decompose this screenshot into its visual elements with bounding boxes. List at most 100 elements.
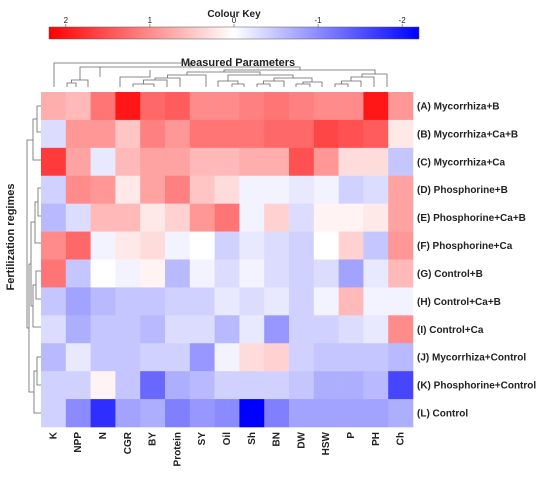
heatmap-cell	[239, 259, 265, 288]
column-label: Sh	[247, 432, 258, 445]
heatmap-cell	[65, 147, 91, 177]
heatmap-cell	[388, 399, 414, 428]
row-label: (A) Mycorrhiza+B	[417, 101, 500, 112]
heatmap-cell	[363, 259, 389, 288]
heatmap-cell	[313, 231, 339, 260]
heatmap-cell	[189, 231, 215, 260]
heatmap-cell	[65, 119, 91, 149]
heatmap-cell	[189, 175, 215, 204]
heatmap-cell	[115, 343, 141, 372]
heatmap-cell	[264, 315, 290, 344]
heatmap-cell	[165, 259, 191, 288]
heatmap-cell	[65, 175, 91, 204]
heatmap-cell	[189, 399, 215, 428]
heatmap-cell	[338, 119, 364, 149]
heatmap-cell	[189, 371, 215, 400]
heatmap-cell	[214, 175, 240, 204]
heatmap-cell	[140, 231, 166, 260]
heatmap-cell	[289, 203, 315, 232]
heatmap-cell	[165, 203, 191, 232]
heatmap-cell	[289, 287, 315, 316]
heatmap-cell	[338, 231, 364, 260]
heatmap-cell	[264, 259, 290, 288]
row-dendrogram	[26, 105, 41, 414]
heatmap-cell	[115, 315, 141, 344]
heatmap-cell	[313, 147, 339, 177]
heatmap-cell	[165, 287, 191, 316]
heatmap-cell	[239, 315, 265, 344]
heatmap-cell	[214, 399, 240, 428]
heatmap-cell	[189, 119, 215, 149]
heatmap-cell	[313, 119, 339, 149]
heatmap-cell	[115, 203, 141, 232]
heatmap-cell	[90, 343, 116, 372]
heatmap-cell	[189, 259, 215, 288]
column-dendrogram	[53, 62, 388, 87]
column-label: Protein	[172, 432, 183, 466]
heatmap-cell	[165, 343, 191, 372]
heatmap-cell	[289, 119, 315, 149]
heatmap-cell	[313, 259, 339, 288]
heatmap-cell	[165, 92, 191, 121]
heatmap-cell	[338, 147, 364, 177]
heatmap-cell	[41, 119, 67, 149]
heatmap-cell	[239, 343, 265, 372]
heatmap-cell	[388, 231, 414, 260]
heatmap-cell	[388, 371, 414, 400]
heatmap-cell	[165, 371, 191, 400]
heatmap-cell	[165, 399, 191, 428]
heatmap-cell	[41, 315, 67, 344]
heatmap-cell	[239, 147, 265, 177]
heatmap-cell	[115, 371, 141, 400]
heatmap-cell	[115, 119, 141, 149]
heatmap-cell	[264, 343, 290, 372]
heatmap-cell	[115, 175, 141, 204]
heatmap-cell	[140, 119, 166, 149]
colour-key-tick-label: 2	[64, 16, 69, 25]
heatmap-cell	[140, 175, 166, 204]
heatmap-cell	[313, 315, 339, 344]
heatmap-cell	[189, 92, 215, 121]
column-label: Oil	[222, 432, 233, 446]
row-label: (H) Control+Ca+B	[417, 297, 501, 308]
heatmap-cell	[338, 259, 364, 288]
heatmap-cell	[388, 259, 414, 288]
heatmap-cell	[189, 315, 215, 344]
heatmap-cell	[388, 119, 414, 149]
row-label: (D) Phosphorine+B	[417, 185, 508, 196]
heatmap-cell	[65, 399, 91, 428]
heatmap-cell	[65, 259, 91, 288]
heatmap-cell	[165, 119, 191, 149]
heatmap-cell	[313, 203, 339, 232]
column-label: K	[48, 431, 59, 439]
heatmap-cell	[239, 371, 265, 400]
column-label: SY	[197, 432, 208, 446]
heatmap-cell	[338, 343, 364, 372]
heatmap-cell	[363, 315, 389, 344]
heatmap-cell	[140, 371, 166, 400]
row-axis-title: Fertilization regimes	[5, 184, 17, 291]
heatmap-cell	[363, 203, 389, 232]
heatmap-cell	[338, 287, 364, 316]
heatmap-cell	[363, 175, 389, 204]
heatmap-cell	[239, 287, 265, 316]
heatmap-cell	[90, 399, 116, 428]
heatmap-cell	[90, 287, 116, 316]
heatmap-cell	[90, 175, 116, 204]
heatmap-cell	[214, 92, 240, 121]
heatmap-cell	[41, 231, 67, 260]
column-label: NPP	[73, 432, 84, 453]
heatmap-cell	[90, 119, 116, 149]
colour-key-tick-label: -1	[315, 16, 323, 25]
heatmap-cell	[338, 399, 364, 428]
heatmap-cell	[214, 147, 240, 177]
heatmap-cell	[363, 92, 389, 121]
heatmap-cell	[338, 371, 364, 400]
heatmap-cell	[41, 399, 67, 428]
row-label: (L) Control	[417, 409, 468, 420]
row-label: (C) Mycorrhiza+Ca	[417, 157, 506, 168]
heatmap-cell	[90, 92, 116, 121]
heatmap-cell	[140, 147, 166, 177]
heatmap-cell	[41, 203, 67, 232]
heatmap-cell	[363, 371, 389, 400]
